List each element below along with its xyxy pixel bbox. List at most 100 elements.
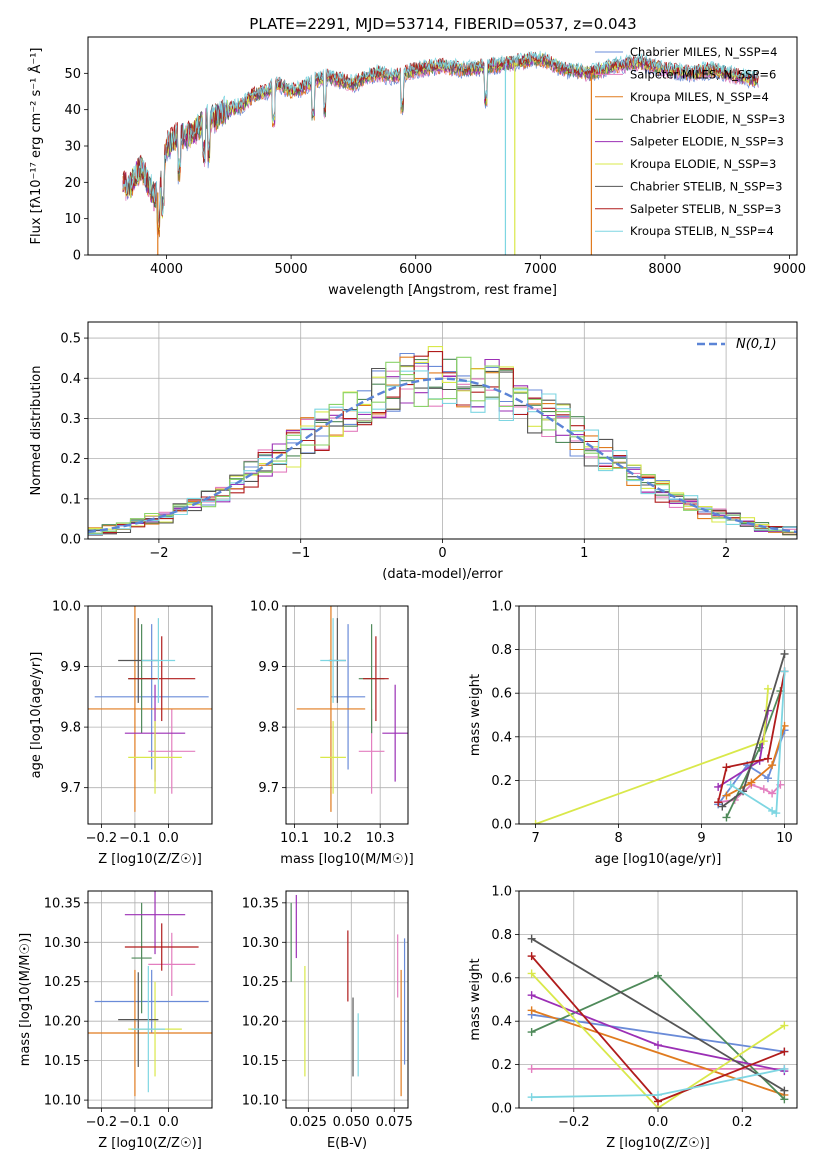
- x-tick-label: 7: [531, 831, 539, 846]
- x-tick-label: −0.2: [86, 1115, 118, 1130]
- y-tick-label: 10.20: [242, 1015, 279, 1030]
- legend-label: Kroupa STELIB, N_SSP=4: [630, 224, 774, 238]
- y-tick-label: 50: [64, 67, 81, 82]
- mass-weight-marker: [527, 1028, 536, 1037]
- plots: 4000 5000 6000 7000 8000 900001020304050wavel…: [18, 36, 806, 1151]
- mass-weight-line: [717, 671, 786, 803]
- mass-weight-marker: [780, 1095, 789, 1104]
- y-tick-label: 0.6: [491, 971, 512, 986]
- x-axis-label: age [log10(age/yr)]: [595, 852, 722, 867]
- errorbar-point: [320, 618, 346, 703]
- y-tick-label: 10.10: [242, 1094, 279, 1109]
- x-tick-label: 7000: [524, 262, 557, 277]
- grid: [286, 605, 408, 824]
- y-tick-label: 10.35: [44, 896, 81, 911]
- mass-weight-marker: [763, 774, 772, 783]
- mass-weight-marker: [780, 649, 789, 658]
- plot-area: [88, 606, 212, 812]
- chart-mass-vs-EBV: 0.025 0.050 0.075 10.10 10.15 10.20 10.25 10.30…: [242, 890, 413, 1151]
- errorbar-point: [88, 969, 212, 1097]
- x-tick-label: 8: [614, 831, 622, 846]
- axes: 7 8 9 10 0.0 0.2 0.4 0.6 0.8 1.0 age [log10(age/yr…: [468, 600, 798, 867]
- legend: N(0,1): [697, 337, 777, 352]
- x-tick-label: 0.2: [732, 1115, 753, 1130]
- axes: −0.2 −0.1 0.0 10.10 10.15 10.20 10.25 10.30 10.3…: [18, 890, 213, 1151]
- axes: 10.1 10.2 10.3 9.7 9.8 9.9 10.0 mass [log10(M/M…: [250, 600, 414, 868]
- x-tick-label: −0.2: [86, 831, 118, 846]
- x-axis-label: Z [log10(Z/Z☉)]: [98, 1136, 202, 1151]
- errorbar-point: [124, 923, 199, 971]
- mass-weight-marker: [759, 737, 768, 746]
- y-tick-label: 10.10: [44, 1094, 81, 1109]
- mass-weight-marker: [527, 934, 536, 943]
- normal-curve: [88, 377, 797, 534]
- y-tick-label: 10.30: [242, 936, 279, 951]
- axes-frame: [285, 605, 409, 825]
- y-tick-label: 10.25: [44, 975, 81, 990]
- y-tick-label: 10: [64, 212, 81, 227]
- x-axis-label: wavelength [Angstrom, rest frame]: [328, 283, 557, 298]
- x-tick-label: −0.2: [558, 1115, 590, 1130]
- y-tick-label: 9.9: [258, 660, 279, 675]
- axes-frame: [87, 890, 213, 1109]
- mass-weight-marker: [759, 785, 768, 794]
- x-tick-label: −0.1: [119, 1115, 151, 1130]
- mass-weight-marker: [747, 778, 756, 787]
- legend-label: N(0,1): [736, 337, 777, 352]
- errorbar-point: [363, 636, 389, 722]
- x-tick-label: 0.0: [158, 1115, 179, 1130]
- y-tick-label: 0.0: [491, 818, 512, 833]
- y-tick-label: 30: [64, 140, 81, 155]
- mass-weight-marker: [527, 1093, 536, 1102]
- y-tick-label: 0.4: [491, 1015, 512, 1030]
- x-axis-label: Z [log10(Z/Z☉)]: [98, 852, 202, 867]
- chart-age-vs-Z: −0.2 −0.1 0.0 9.7 9.8 9.9 10.0 Z [log10(Z/Z☉)] a…: [29, 600, 213, 867]
- x-tick-label: 5000: [275, 262, 308, 277]
- mass-weight-line: [721, 653, 786, 808]
- errorbar-point: [124, 891, 186, 955]
- axes-frame: [285, 890, 409, 1109]
- axes-frame: [87, 36, 798, 256]
- axes-frame: [87, 605, 213, 825]
- mass-weight-marker: [654, 971, 662, 980]
- mass-weight-marker: [531, 820, 540, 824]
- x-axis-label: E(B-V): [327, 1136, 367, 1151]
- legend-label: Kroupa ELODIE, N_SSP=3: [630, 157, 776, 171]
- x-tick-label: 4000: [150, 262, 183, 277]
- mass-weight-marker: [780, 1047, 789, 1056]
- x-axis-label: mass [log10(M/M☉)]: [280, 852, 413, 867]
- chart-residuals: −2 −1 0 1 2 0.0 0.1 0.2 0.3 0.4 0.5 (data-model)/er…: [29, 321, 798, 582]
- grid: [519, 605, 797, 825]
- plot-area: [296, 606, 408, 812]
- errorbar-point: [131, 965, 166, 1093]
- mass-weight-marker: [722, 791, 731, 800]
- y-tick-label: 10.35: [242, 896, 279, 911]
- y-axis-label: Flux [fλ10⁻¹⁷ erg cm⁻² s⁻¹ Å⁻¹]: [28, 48, 44, 245]
- mass-weight-marker: [763, 754, 772, 763]
- x-axis-label: (data-model)/error: [382, 567, 503, 582]
- legend-label: Chabrier STELIB, N_SSP=3: [630, 179, 782, 193]
- chart-mass-vs-Z: −0.2 −0.1 0.0 10.10 10.15 10.20 10.25 10.30 10.3…: [18, 890, 213, 1151]
- mass-weight-line: [730, 671, 786, 815]
- errorbar-point: [128, 636, 196, 722]
- errorbar-point: [94, 624, 209, 770]
- y-tick-label: 10.30: [44, 936, 81, 951]
- y-tick-label: 0.6: [491, 687, 512, 702]
- y-tick-label: 9.9: [60, 660, 81, 675]
- mass-weight-marker: [527, 952, 536, 961]
- y-tick-label: 0.0: [60, 533, 81, 548]
- errorbar-point: [94, 969, 209, 1034]
- y-tick-label: 9.7: [258, 781, 279, 796]
- y-tick-label: 40: [64, 103, 81, 118]
- chart-spectrum: 4000 5000 6000 7000 8000 9000 0 10 20 30 40 50 wavel…: [28, 36, 806, 298]
- mass-weight-marker: [527, 1006, 536, 1015]
- y-tick-label: 0.2: [491, 774, 512, 789]
- legend-label: Kroupa MILES, N_SSP=4: [630, 90, 769, 104]
- y-tick-label: 1.0: [491, 885, 512, 900]
- y-tick-label: 10.15: [44, 1054, 81, 1069]
- legend-label: Salpeter MILES, N_SSP=6: [630, 67, 776, 81]
- axes: −2 −1 0 1 2 0.0 0.1 0.2 0.3 0.4 0.5 (data-model)/er…: [29, 321, 798, 582]
- legend-label: Chabrier ELODIE, N_SSP=3: [630, 112, 785, 126]
- mass-weight-marker: [780, 1086, 789, 1095]
- y-tick-label: 10.0: [52, 600, 81, 615]
